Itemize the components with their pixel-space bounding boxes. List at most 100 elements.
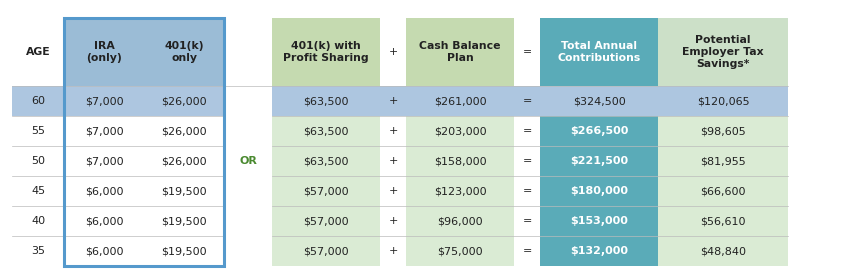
Text: $261,000: $261,000 [433,96,486,106]
Text: $56,610: $56,610 [700,216,746,226]
Bar [658,206,788,236]
Text: =: = [523,47,532,57]
Text: $48,840: $48,840 [700,246,746,256]
Bar [406,18,514,86]
Bar [658,18,788,86]
Bar [272,206,380,236]
Text: $7,000: $7,000 [85,96,124,106]
Text: $57,000: $57,000 [303,186,349,196]
Text: +: + [389,186,398,196]
Text: $75,000: $75,000 [438,246,483,256]
Text: +: + [389,156,398,166]
Bar [658,146,788,176]
Text: $26,000: $26,000 [161,96,207,106]
Text: $6,000: $6,000 [85,246,124,256]
Text: $66,600: $66,600 [700,186,746,196]
Text: $63,500: $63,500 [303,156,348,166]
Text: Total Annual
Contributions: Total Annual Contributions [558,41,641,63]
Bar [406,176,514,206]
Text: =: = [523,96,532,106]
Text: =: = [523,186,532,196]
Text: $6,000: $6,000 [85,186,124,196]
Text: $203,000: $203,000 [433,126,486,136]
Text: $98,605: $98,605 [700,126,746,136]
Text: $26,000: $26,000 [161,126,207,136]
Bar [540,146,658,176]
Bar [540,116,658,146]
Text: $153,000: $153,000 [570,216,628,226]
Bar [658,86,788,116]
Text: 40: 40 [31,216,45,226]
Bar [540,206,658,236]
Text: $57,000: $57,000 [303,216,349,226]
Bar [144,86,224,116]
Text: +: + [389,126,398,136]
Text: IRA
(only): IRA (only) [86,41,122,63]
Bar [406,116,514,146]
Text: +: + [389,216,398,226]
Text: 401(k)
only: 401(k) only [164,41,203,63]
Text: 45: 45 [31,186,45,196]
Text: 50: 50 [31,156,45,166]
Text: $96,000: $96,000 [438,216,483,226]
Text: $19,500: $19,500 [161,216,207,226]
Bar [272,86,380,116]
Text: $81,955: $81,955 [700,156,746,166]
Bar [12,86,64,116]
Text: $7,000: $7,000 [85,126,124,136]
Bar [658,116,788,146]
Text: =: = [523,246,532,256]
Bar [540,86,658,116]
Bar [658,236,788,266]
Text: $63,500: $63,500 [303,126,348,136]
Bar [272,236,380,266]
Bar [144,18,224,86]
Text: +: + [389,96,398,106]
Bar [64,86,144,116]
Bar [406,146,514,176]
Text: $6,000: $6,000 [85,216,124,226]
Bar [272,146,380,176]
Text: +: + [389,47,397,57]
Bar [406,86,514,116]
Text: OR: OR [239,156,257,166]
Text: +: + [389,246,398,256]
Text: $132,000: $132,000 [570,246,628,256]
Text: $63,500: $63,500 [303,96,348,106]
Text: $19,500: $19,500 [161,186,207,196]
Text: 35: 35 [31,246,45,256]
Text: $221,500: $221,500 [570,156,628,166]
Bar [272,116,380,146]
Bar [64,18,224,266]
Text: =: = [523,156,532,166]
Bar [406,206,514,236]
Text: =: = [523,126,532,136]
Text: $266,500: $266,500 [570,126,628,136]
Bar [64,18,144,86]
Text: $120,065: $120,065 [697,96,749,106]
Bar [658,176,788,206]
Bar [406,236,514,266]
Bar [540,236,658,266]
Text: 55: 55 [31,126,45,136]
Bar [514,86,540,116]
Text: AGE: AGE [26,47,51,57]
Text: $7,000: $7,000 [85,156,124,166]
Bar [540,176,658,206]
Bar [272,18,380,86]
Bar [380,86,406,116]
Text: $123,000: $123,000 [433,186,486,196]
Text: Potential
Employer Tax
Savings*: Potential Employer Tax Savings* [682,35,764,69]
Text: $324,500: $324,500 [572,96,625,106]
Text: $180,000: $180,000 [570,186,628,196]
Text: =: = [523,216,532,226]
Text: Cash Balance
Plan: Cash Balance Plan [420,41,501,63]
Bar [272,176,380,206]
Text: 60: 60 [31,96,45,106]
Bar [540,18,658,86]
Text: $158,000: $158,000 [433,156,486,166]
Text: $57,000: $57,000 [303,246,349,256]
Text: $26,000: $26,000 [161,156,207,166]
Text: $19,500: $19,500 [161,246,207,256]
Text: 401(k) with
Profit Sharing: 401(k) with Profit Sharing [283,41,369,63]
